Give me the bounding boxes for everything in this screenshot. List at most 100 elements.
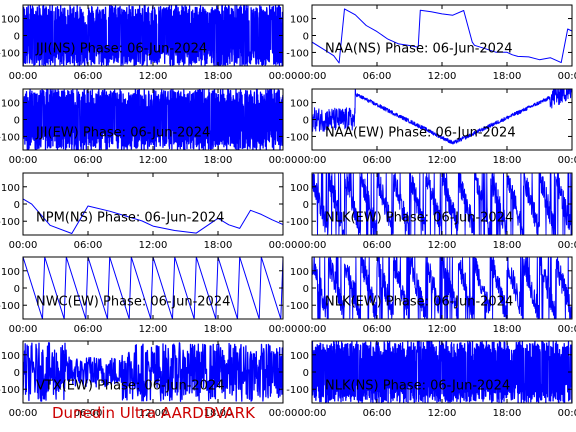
- x-tick-label: 00:00: [298, 408, 327, 419]
- x-tick-label: 00:00: [558, 71, 576, 82]
- x-tick-label: 18:00: [204, 324, 233, 335]
- x-tick-label: 06:00: [74, 408, 103, 419]
- y-tick-label: 100: [1, 267, 20, 278]
- x-tick-label: 12:00: [428, 324, 457, 335]
- title-date: Phase: 06-Jun-2024: [97, 378, 224, 393]
- x-tick-label: 00:00: [9, 324, 38, 335]
- title-station: NAA(EW): [325, 126, 388, 141]
- x-tick-label: 06:00: [363, 324, 392, 335]
- title-station: JJI(NS): [35, 42, 80, 57]
- title-date: Phase: 06-Jun-2024: [83, 126, 210, 141]
- title-station: NWC(EW): [36, 294, 103, 309]
- title-station: NLK(NS): [325, 378, 383, 393]
- series-line: [312, 341, 572, 403]
- x-tick-label: 06:00: [363, 71, 392, 82]
- x-tick-label: 06:00: [74, 324, 103, 335]
- series-line: [23, 89, 283, 150]
- y-tick-label: 100: [1, 351, 20, 362]
- y-tick-label: 100: [290, 351, 309, 362]
- y-tick-label: 100: [290, 183, 309, 194]
- y-tick-label: -100: [286, 301, 309, 312]
- title-date: Phase: 06-Jun-2024: [386, 294, 513, 309]
- plot-area: [312, 8, 572, 64]
- y-tick-label: 0: [303, 32, 309, 43]
- chart-panel-9: 100 0 -100 00:00 06:00 12:00 18:00 00:00 VTX(EW)…: [0, 340, 297, 419]
- x-tick-label: 18:00: [493, 240, 522, 251]
- plot-area: [312, 89, 572, 145]
- x-tick-label: 18:00: [204, 240, 233, 251]
- y-tick-label: 100: [290, 99, 309, 110]
- title-station: NLK(EW): [325, 294, 386, 309]
- x-tick-label: 18:00: [493, 408, 522, 419]
- x-tick-label: 18:00: [204, 408, 233, 419]
- plot-area: [312, 173, 572, 235]
- x-tick-label: 06:00: [74, 240, 103, 251]
- chart-panel-1: 100 0 -100 00:00 06:00 12:00 18:00 00:00 JJI(NS)…: [0, 4, 298, 82]
- chart-title: NWC(EW) Phase: 06-Jun-2024: [36, 294, 230, 309]
- chart-title: NLK(NS) Phase: 06-Jun-2024: [325, 378, 510, 393]
- title-station: NLK(EW): [325, 210, 386, 225]
- x-tick-label: 12:00: [139, 240, 168, 251]
- title-station: NPM(NS): [36, 210, 97, 225]
- x-tick-label: 12:00: [428, 71, 457, 82]
- y-tick-label: 0: [14, 368, 20, 379]
- title-date: Phase: 06-Jun-2024: [388, 126, 515, 141]
- y-tick-label: 0: [14, 32, 20, 43]
- chart-panel-3: 100 0 -100 00:00 06:00 12:00 18:00 00:00 JJI(EW)…: [0, 88, 297, 166]
- title-date: Phase: 06-Jun-2024: [385, 42, 512, 57]
- title-date: Phase: 06-Jun-2024: [386, 210, 513, 225]
- x-tick-label: 12:00: [139, 324, 168, 335]
- x-tick-label: 12:00: [139, 408, 168, 419]
- y-tick-label: 100: [290, 15, 309, 26]
- chart-panel-6: 100 0 -100 00:00 06:00 12:00 18:00 00:00 NLK(EW)…: [286, 172, 576, 251]
- y-tick-label: -100: [0, 48, 20, 59]
- x-tick-label: 12:00: [139, 71, 168, 82]
- y-tick-label: 100: [290, 267, 309, 278]
- x-tick-label: 06:00: [74, 155, 103, 166]
- title-date: Phase: 06-Jun-2024: [103, 294, 230, 309]
- chart-title: NLK(EW) Phase: 06-Jun-2024: [325, 210, 513, 225]
- x-tick-label: 18:00: [493, 71, 522, 82]
- x-tick-label: 00:00: [298, 324, 327, 335]
- x-tick-label: 06:00: [363, 240, 392, 251]
- x-tick-label: 00:00: [558, 324, 576, 335]
- x-tick-label: 00:00: [558, 240, 576, 251]
- chart-panel-2: 100 0 -100 00:00 06:00 12:00 18:00 00:00 NAA(NS)…: [286, 4, 576, 82]
- x-tick-label: 18:00: [493, 324, 522, 335]
- plot-area: [23, 198, 283, 234]
- y-tick-label: -100: [286, 132, 309, 143]
- series-line: [312, 89, 572, 145]
- x-tick-label: 00:00: [9, 408, 38, 419]
- x-tick-label: 00:00: [558, 408, 576, 419]
- y-tick-label: 100: [1, 99, 20, 110]
- title-date: Phase: 06-Jun-2024: [97, 210, 224, 225]
- chart-title: NLK(EW) Phase: 06-Jun-2024: [325, 294, 513, 309]
- y-tick-label: -100: [0, 301, 20, 312]
- y-tick-label: 0: [303, 116, 309, 127]
- series-line: [312, 8, 572, 64]
- y-tick-label: -100: [286, 48, 309, 59]
- chart-panel-10: 100 0 -100 00:00 06:00 12:00 18:00 00:00 NLK(NS)…: [286, 340, 576, 419]
- x-tick-label: 00:00: [298, 240, 327, 251]
- y-tick-label: -100: [286, 217, 309, 228]
- y-tick-label: 0: [14, 116, 20, 127]
- x-tick-label: 12:00: [428, 240, 457, 251]
- y-tick-label: 0: [14, 200, 20, 211]
- title-station: JJI(EW): [35, 126, 83, 141]
- plot-area: [312, 341, 572, 403]
- chart-panel-5: 100 0 -100 00:00 06:00 12:00 18:00 00:00 NPM(NS)…: [0, 172, 297, 251]
- chart-panel-8: 100 0 -100 00:00 06:00 12:00 18:00 00:00 NLK(EW)…: [286, 256, 576, 335]
- x-tick-label: 00:00: [9, 155, 38, 166]
- x-tick-label: 00:00: [9, 71, 38, 82]
- plot-area: [23, 5, 283, 66]
- series-line: [312, 173, 572, 235]
- plot-area: [23, 257, 283, 319]
- x-tick-label: 00:00: [269, 71, 298, 82]
- x-tick-label: 12:00: [139, 155, 168, 166]
- x-tick-label: 06:00: [363, 408, 392, 419]
- y-tick-label: 0: [303, 368, 309, 379]
- y-tick-label: 0: [303, 284, 309, 295]
- x-tick-label: 06:00: [74, 71, 103, 82]
- y-tick-label: -100: [0, 217, 20, 228]
